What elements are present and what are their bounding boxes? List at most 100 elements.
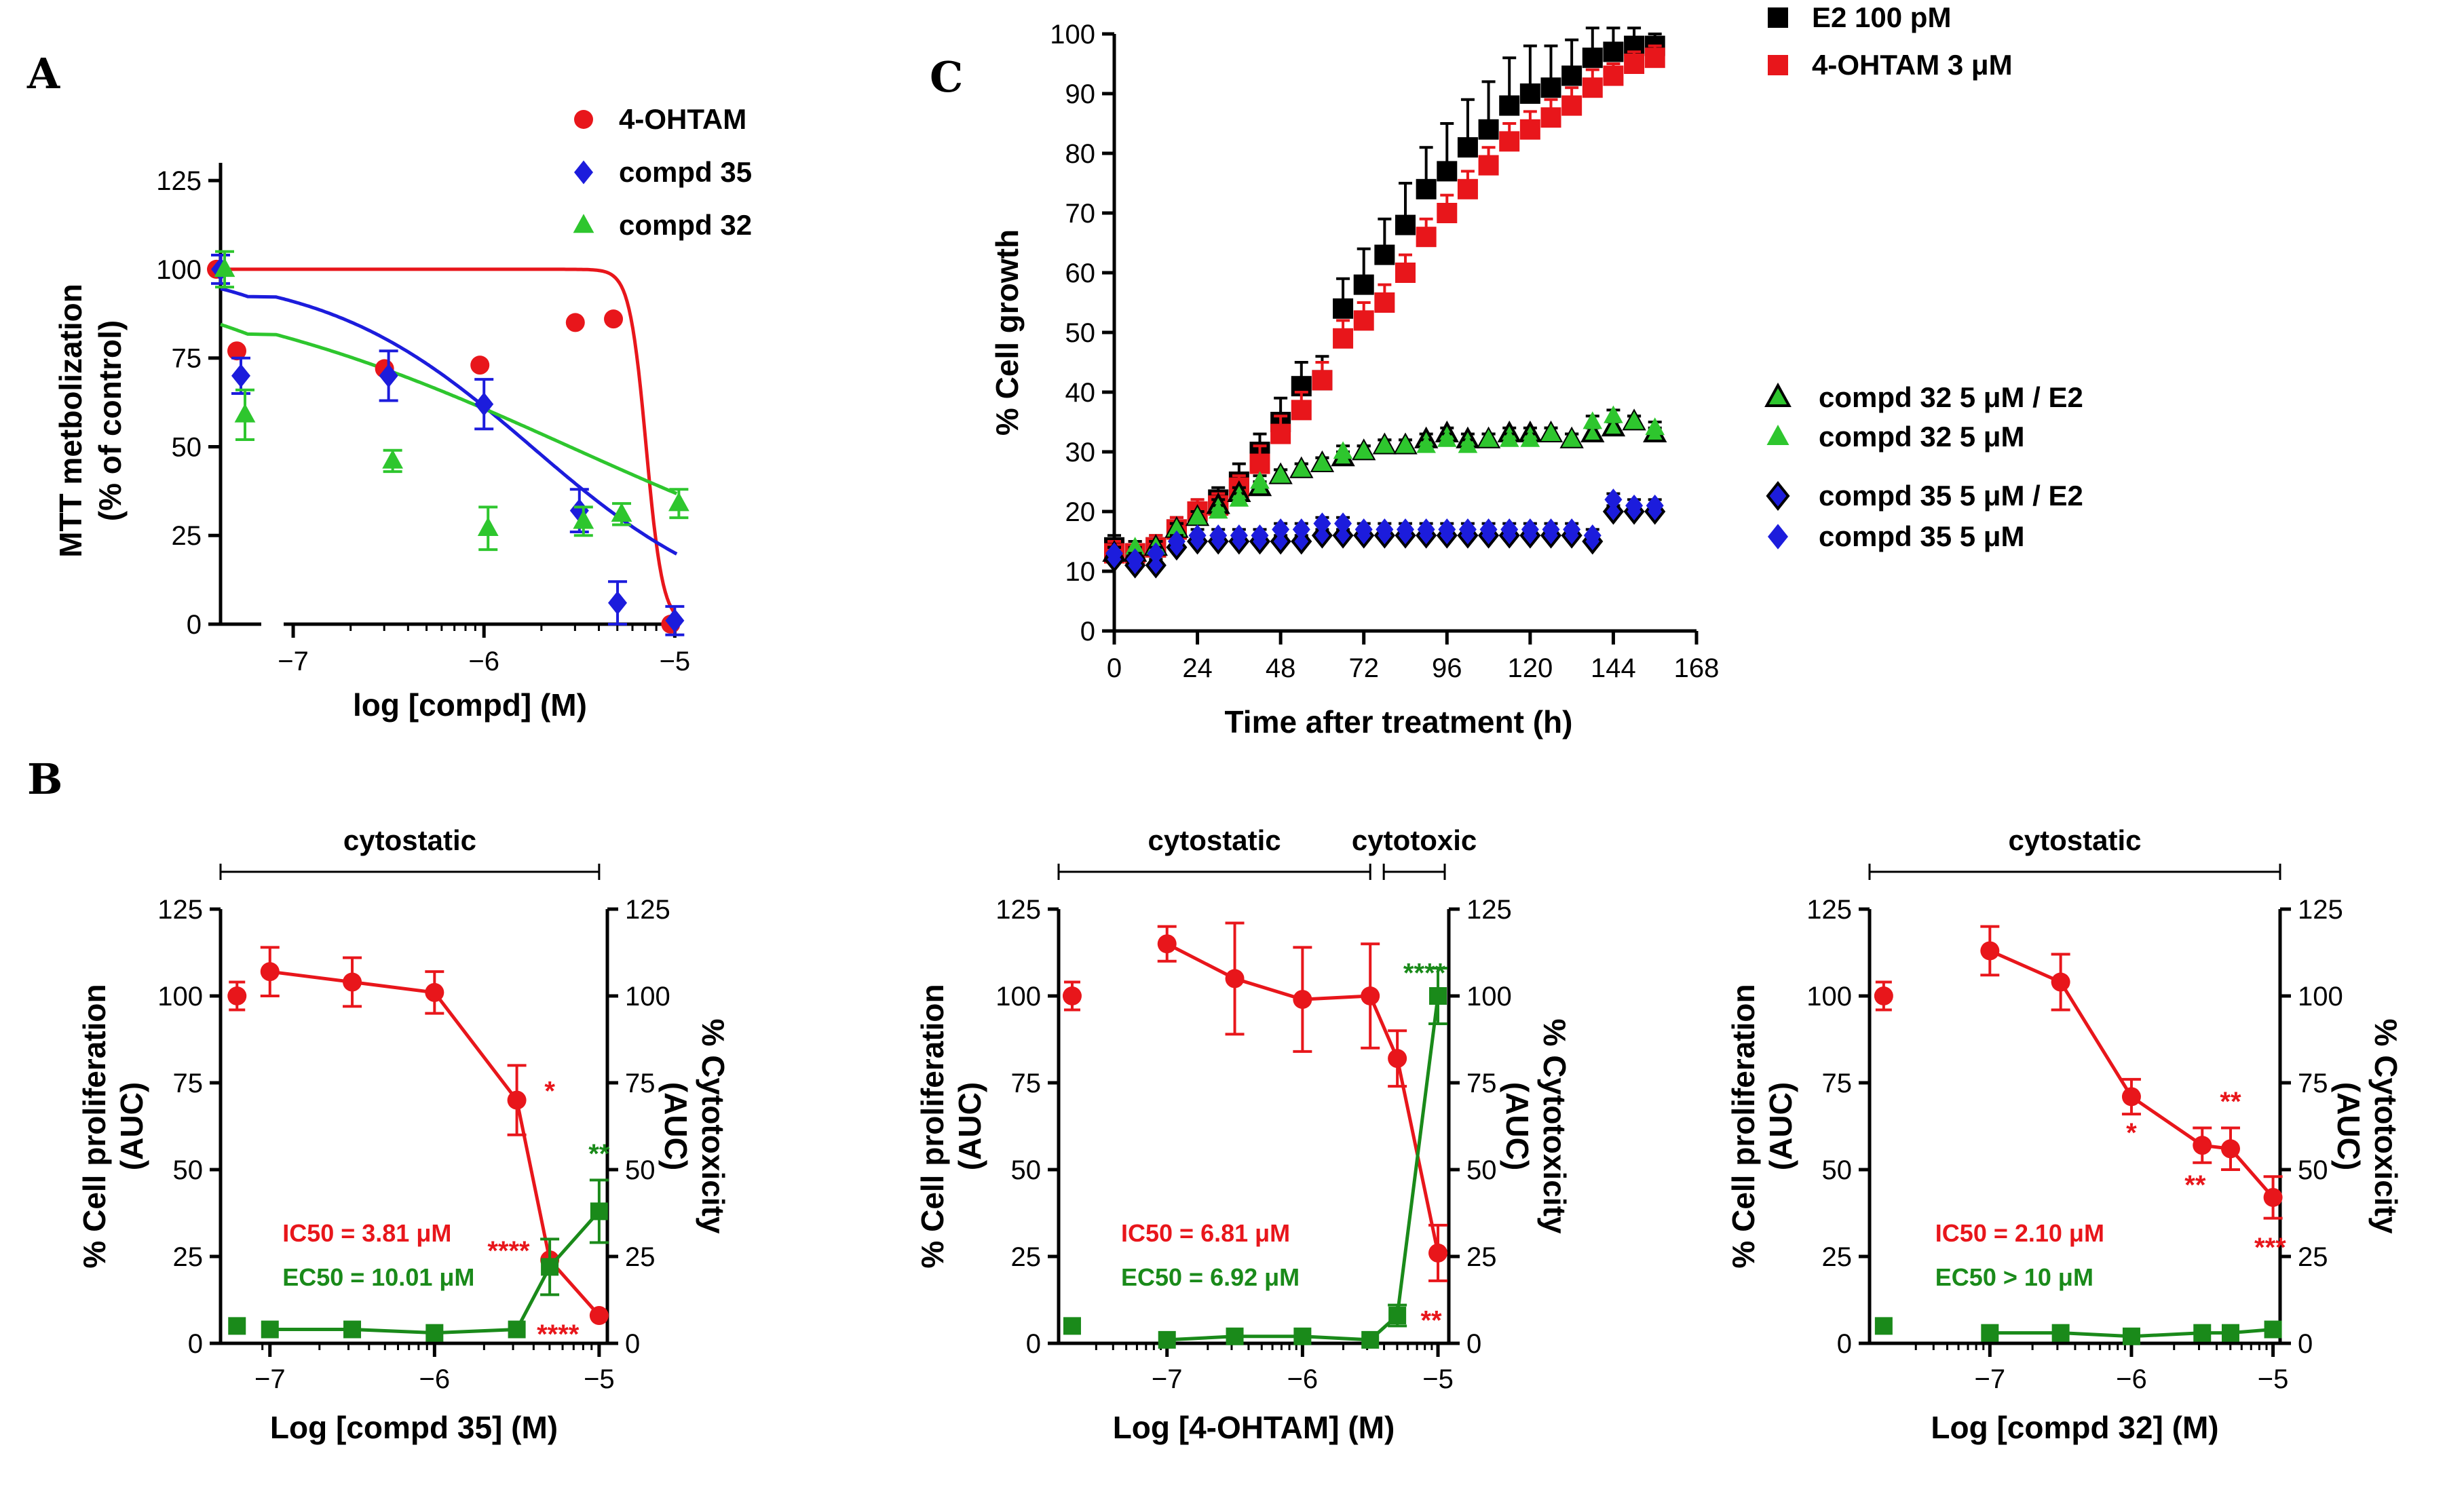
data-point-0 xyxy=(1457,137,1478,158)
control-point-cyto xyxy=(228,1317,246,1335)
ec50-annotation: EC50 > 10 μM xyxy=(1935,1263,2093,1291)
data-point-1 xyxy=(425,1324,444,1342)
data-point-5 xyxy=(1334,512,1352,535)
data-point-3 xyxy=(1561,429,1582,447)
data-point-3 xyxy=(1250,471,1270,489)
data-point-1 xyxy=(1644,47,1665,69)
significance-star-0: * xyxy=(2126,1118,2137,1148)
data-point-3 xyxy=(1645,417,1665,436)
data-point-4 xyxy=(1291,528,1312,555)
data-point-0 xyxy=(1540,77,1561,98)
y-tick-label: 0 xyxy=(1080,617,1095,647)
series-line-0 xyxy=(1989,949,2275,1199)
ec50-annotation: EC50 = 6.92 μM xyxy=(1121,1263,1300,1291)
y-tick-label-left: 50 xyxy=(173,1155,204,1185)
legend-marker-0 xyxy=(574,110,593,129)
data-point-3 xyxy=(1270,465,1291,483)
y-tick-label-right: 0 xyxy=(1466,1329,1481,1359)
x-tick-label: −6 xyxy=(2116,1364,2147,1394)
y-tick-label: 50 xyxy=(1065,318,1096,348)
data-point-1 xyxy=(1478,155,1499,176)
bracket-label-1: cytotoxic xyxy=(1352,824,1477,856)
panel-label-a: A xyxy=(26,49,60,98)
data-point-0 xyxy=(470,356,490,375)
data-point-5 xyxy=(1458,518,1477,541)
data-point-3 xyxy=(1312,453,1332,471)
series-line-1 xyxy=(269,1210,601,1335)
x-tick-label: 120 xyxy=(1507,653,1553,683)
data-point-0 xyxy=(1333,298,1354,319)
data-point-3 xyxy=(1208,501,1228,519)
data-point-2 xyxy=(477,516,499,536)
y-tick-label: 75 xyxy=(172,344,202,374)
chart-panel-c: 0 10 20 30 40 50 60 70 80 90 100 0 24 48 72 96 120 144 168… xyxy=(989,1,2083,740)
x-axis-title: Log [4-OHTAM] (M) xyxy=(1113,1410,1395,1445)
data-point-0 xyxy=(604,309,624,329)
control-point-prolif xyxy=(227,986,247,1005)
significance-star-1: ** xyxy=(2184,1170,2206,1200)
data-point-0 xyxy=(1395,214,1416,235)
data-point-1 xyxy=(1981,1324,1999,1342)
y-tick-label-right: 100 xyxy=(2298,982,2343,1012)
data-point-5 xyxy=(1397,518,1414,541)
y-tick-label: 90 xyxy=(1065,79,1096,109)
legend-bottom-marker-0 xyxy=(1764,382,1792,407)
data-point-3 xyxy=(1520,429,1540,447)
series-line-1 xyxy=(1167,995,1440,1342)
x-tick-label: 24 xyxy=(1182,653,1213,683)
data-point-0 xyxy=(1437,161,1458,182)
significance-star-1: **** xyxy=(487,1236,530,1266)
x-tick-label: −7 xyxy=(254,1364,286,1394)
data-point-2 xyxy=(611,503,632,522)
series-line-0 xyxy=(1166,942,1440,1254)
legend-bottom-marker-3 xyxy=(1768,524,1788,550)
data-point-0 xyxy=(1353,274,1374,295)
legend-bottom-label-0: compd 32 5 μM / E2 xyxy=(1819,381,2083,413)
y-tick-label: 30 xyxy=(1065,438,1096,467)
data-point-0 xyxy=(2051,972,2070,992)
chart-panel-b1: 0 0 25 25 50 50 75 75 100 100 125 125 −7 −6 −5 Log [com… xyxy=(77,824,731,1445)
x-tick-label: 72 xyxy=(1348,653,1379,683)
data-point-1 xyxy=(1429,987,1447,1005)
data-point-1 xyxy=(1312,370,1333,391)
y-axis-title-left: % Cell proliferation xyxy=(1726,984,1761,1268)
y-tick-label-right: 0 xyxy=(2298,1329,2313,1359)
y-tick-label-right: 50 xyxy=(625,1155,656,1185)
legend-top-marker-0 xyxy=(1768,7,1788,28)
y-tick-label-left: 0 xyxy=(1837,1329,1852,1359)
data-point-1 xyxy=(343,1320,362,1339)
y-tick-label-left: 100 xyxy=(1806,982,1852,1012)
data-point-4 xyxy=(1332,522,1354,549)
data-point-1 xyxy=(1582,77,1603,98)
y-axis-title-right-line2: (AUC) xyxy=(658,1082,694,1170)
legend-label-1: compd 35 xyxy=(619,156,752,188)
legend-bottom-label-3: compd 35 5 μM xyxy=(1819,520,2024,552)
chart-panel-a: 0 25 50 75 100 125 −7 −6 −5 log [compd] (M) MTT me… xyxy=(53,103,752,723)
data-point-5 xyxy=(1604,488,1623,511)
data-point-5 xyxy=(1272,518,1290,541)
x-tick-label: 144 xyxy=(1591,653,1636,683)
data-point-0 xyxy=(2263,1187,2283,1207)
y-tick-label-left: 25 xyxy=(173,1242,204,1272)
data-point-3 xyxy=(1354,441,1374,459)
data-point-1 xyxy=(1437,203,1458,223)
data-point-3 xyxy=(1479,429,1498,447)
x-tick-label: −6 xyxy=(419,1364,451,1394)
y-axis-title-left-line2: (AUC) xyxy=(114,1082,149,1170)
panel-label-c: C xyxy=(930,52,963,102)
data-point-0 xyxy=(1519,83,1540,104)
y-tick-label-left: 125 xyxy=(1806,895,1852,925)
data-point-2 xyxy=(573,510,594,529)
data-point-4 xyxy=(1145,552,1167,579)
y-tick-label: 50 xyxy=(172,432,202,462)
data-point-1 xyxy=(1540,107,1561,128)
data-point-0 xyxy=(1980,941,2000,961)
data-point-1 xyxy=(1374,292,1395,313)
ic50-annotation: IC50 = 2.10 μM xyxy=(1935,1219,2104,1247)
fit-curve-2 xyxy=(220,322,678,495)
chart-panel-b3: 0 0 25 25 50 50 75 75 100 100 125 125 −7 −6 −5 Log [com… xyxy=(1726,824,2404,1445)
y-tick-label: 40 xyxy=(1065,378,1096,408)
y-axis-title-right: % Cytotoxicity xyxy=(2368,1019,2404,1234)
legend-top-marker-1 xyxy=(1768,55,1788,75)
